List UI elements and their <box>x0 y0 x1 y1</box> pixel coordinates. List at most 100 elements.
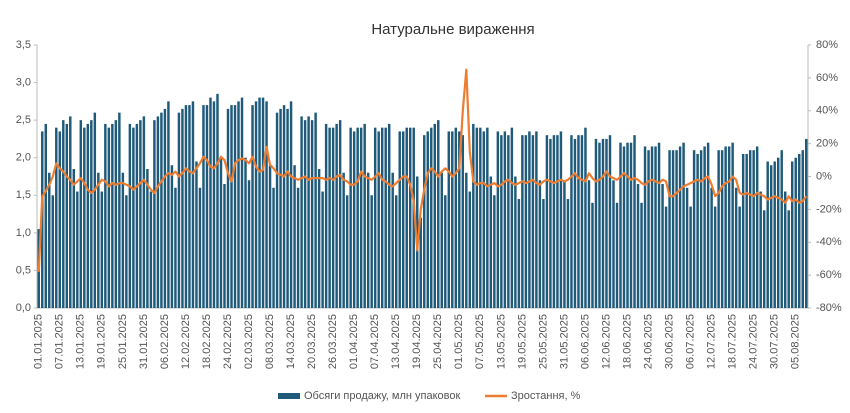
bar <box>787 210 790 308</box>
bar <box>563 180 566 308</box>
y2-tick-label: -80% <box>816 302 842 314</box>
bar <box>65 123 69 309</box>
bar <box>423 135 426 308</box>
bar <box>377 131 380 308</box>
bar <box>433 123 436 309</box>
bar <box>643 146 647 308</box>
x-tick-label: 18.06.2025 <box>621 314 633 369</box>
bar <box>223 184 226 308</box>
x-tick-label: 02.03.2025 <box>243 314 255 369</box>
y-tick-label: 0,5 <box>16 264 31 276</box>
bar <box>510 127 514 309</box>
bar <box>307 116 310 308</box>
bar <box>773 161 776 308</box>
y2-tick-label: -60% <box>816 269 842 281</box>
bar <box>556 135 559 308</box>
bar <box>177 112 181 308</box>
bar <box>703 146 706 308</box>
bar <box>615 202 619 308</box>
bar <box>486 127 489 309</box>
legend-label: Зростання, % <box>511 390 581 402</box>
bar <box>268 165 272 308</box>
bar <box>717 150 720 308</box>
bar <box>622 146 626 308</box>
x-tick-label: 12.07.2025 <box>706 314 718 369</box>
x-tick-label: 24.02.2025 <box>222 314 234 369</box>
bar <box>184 105 188 308</box>
y2-tick-label: 60% <box>816 72 838 84</box>
bar <box>128 123 132 309</box>
bar <box>363 123 366 309</box>
x-tick-label: 19.04.2025 <box>411 314 423 369</box>
x-tick-label: 13.04.2025 <box>390 314 402 369</box>
y2-tick-label: 40% <box>816 105 838 117</box>
bar <box>514 176 517 308</box>
bar <box>384 127 387 309</box>
bar <box>720 150 724 308</box>
bar <box>310 120 314 309</box>
bar <box>195 161 198 308</box>
bar <box>216 93 219 308</box>
bar <box>748 150 752 308</box>
x-tick-label: 07.01.2025 <box>54 314 66 369</box>
bar <box>594 138 598 308</box>
bar <box>300 116 303 308</box>
bar <box>401 131 405 308</box>
bar <box>580 135 584 308</box>
bar <box>531 135 535 308</box>
bar <box>752 150 755 308</box>
bar <box>570 135 573 308</box>
bar <box>76 191 79 308</box>
bar <box>181 108 184 308</box>
x-tick-label: 12.06.2025 <box>600 314 612 369</box>
bar <box>359 127 363 309</box>
x-tick-label: 08.03.2025 <box>264 314 276 369</box>
bar <box>608 135 612 308</box>
bar <box>156 116 160 308</box>
x-tick-label: 01.05.2025 <box>453 314 465 369</box>
x-tick-label: 25.04.2025 <box>432 314 444 369</box>
bar <box>636 184 640 308</box>
bar <box>324 123 328 309</box>
bar <box>146 168 149 308</box>
bar <box>391 172 394 308</box>
bar <box>699 150 703 308</box>
bar <box>139 120 142 309</box>
bar <box>685 187 689 308</box>
bar <box>398 131 401 308</box>
bar <box>805 138 808 308</box>
bar <box>240 97 244 308</box>
bar <box>261 97 265 308</box>
bar <box>100 191 104 308</box>
bar <box>668 150 671 308</box>
bar <box>640 202 643 308</box>
bar <box>286 108 289 308</box>
bar <box>524 135 528 308</box>
bar <box>160 112 163 308</box>
y-tick-label: 1,0 <box>16 227 31 239</box>
bar <box>801 150 804 308</box>
bar <box>451 131 454 308</box>
bar <box>552 135 556 308</box>
bar <box>528 131 531 308</box>
bar <box>661 184 664 308</box>
bar <box>349 127 352 309</box>
bar <box>650 146 654 308</box>
x-tick-label: 30.06.2025 <box>663 314 675 369</box>
bar <box>780 150 783 308</box>
bar <box>394 195 398 308</box>
bar <box>734 187 738 308</box>
bar <box>114 120 118 309</box>
bar <box>198 187 202 308</box>
x-tick-label: 25.05.2025 <box>537 314 549 369</box>
bar <box>279 108 282 308</box>
x-tick-label: 19.05.2025 <box>516 314 528 369</box>
bar <box>335 123 338 309</box>
bar <box>93 112 97 308</box>
bar <box>741 153 745 308</box>
bar <box>230 105 233 308</box>
bar <box>258 97 261 308</box>
bar <box>373 127 377 309</box>
bar <box>370 195 373 308</box>
